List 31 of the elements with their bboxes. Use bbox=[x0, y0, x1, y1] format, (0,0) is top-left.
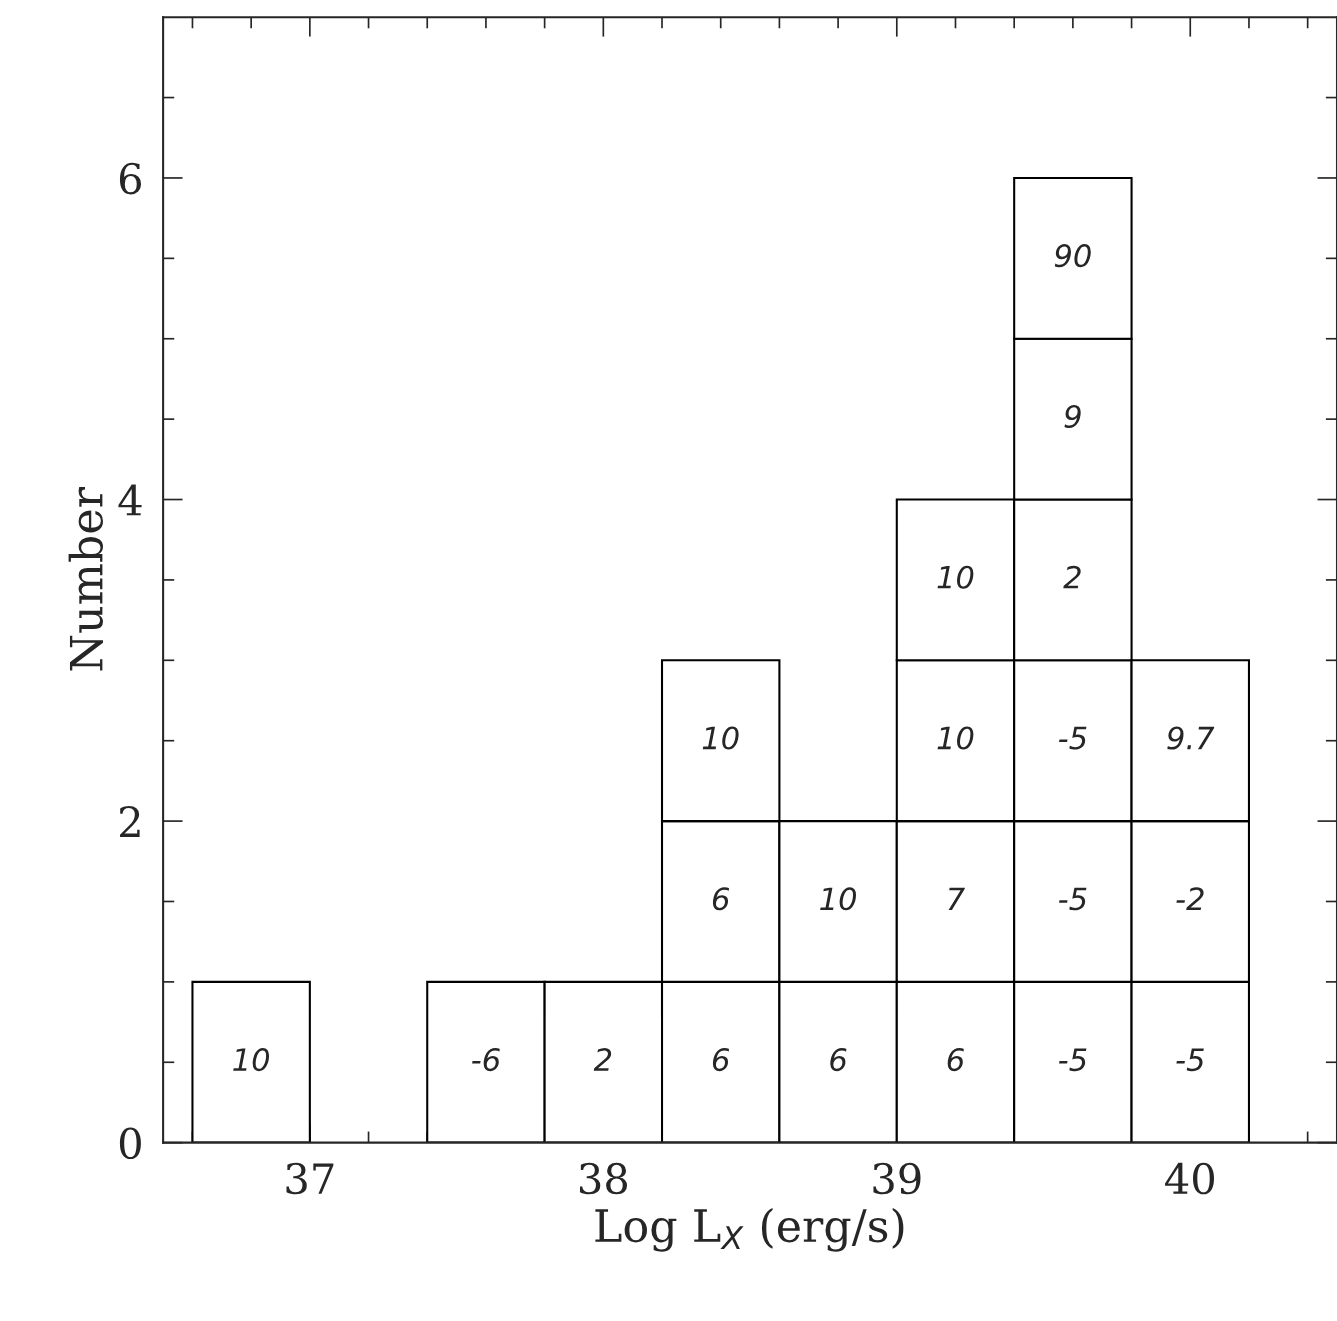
x-tick-label: 40 bbox=[1165, 1162, 1215, 1195]
annotation: 6 bbox=[712, 1048, 730, 1072]
annotation: 6 bbox=[947, 1048, 964, 1072]
annotation: 2 bbox=[593, 1048, 612, 1071]
annotation: 2 bbox=[1063, 565, 1081, 589]
x-axis-title: Log L$_{X}$ (erg/s) bbox=[595, 1207, 904, 1252]
annotation: -6 bbox=[472, 1048, 500, 1072]
annotation: 90 bbox=[1054, 244, 1091, 268]
y-tick-label: 2 bbox=[119, 806, 140, 837]
annotation: 7 bbox=[948, 887, 965, 910]
annotation: 10 bbox=[233, 1048, 270, 1072]
y-tick-label: 0 bbox=[119, 1127, 141, 1160]
annotation: 10 bbox=[702, 726, 739, 750]
annotation: 9.7 bbox=[1167, 726, 1215, 750]
annotation: 6 bbox=[712, 887, 730, 911]
x-tick-label: 37 bbox=[286, 1162, 334, 1195]
annotation: -5 bbox=[1176, 1048, 1204, 1072]
annotation: -5 bbox=[1059, 1048, 1087, 1072]
annotation: 10 bbox=[937, 565, 974, 589]
annotation: -5 bbox=[1059, 887, 1087, 911]
x-tick-label: 38 bbox=[579, 1162, 628, 1195]
annotation: 10 bbox=[937, 726, 974, 750]
annotation: -2 bbox=[1176, 887, 1204, 910]
annotation: 10 bbox=[820, 887, 856, 911]
y-tick-label: 4 bbox=[118, 484, 142, 516]
annotation: -5 bbox=[1059, 726, 1087, 750]
y-tick-label: 6 bbox=[119, 162, 142, 195]
y-axis-title: Number bbox=[68, 487, 103, 671]
annotation: 9 bbox=[1064, 404, 1081, 428]
annotation: 6 bbox=[830, 1048, 847, 1072]
x-tick-label: 39 bbox=[873, 1162, 921, 1195]
